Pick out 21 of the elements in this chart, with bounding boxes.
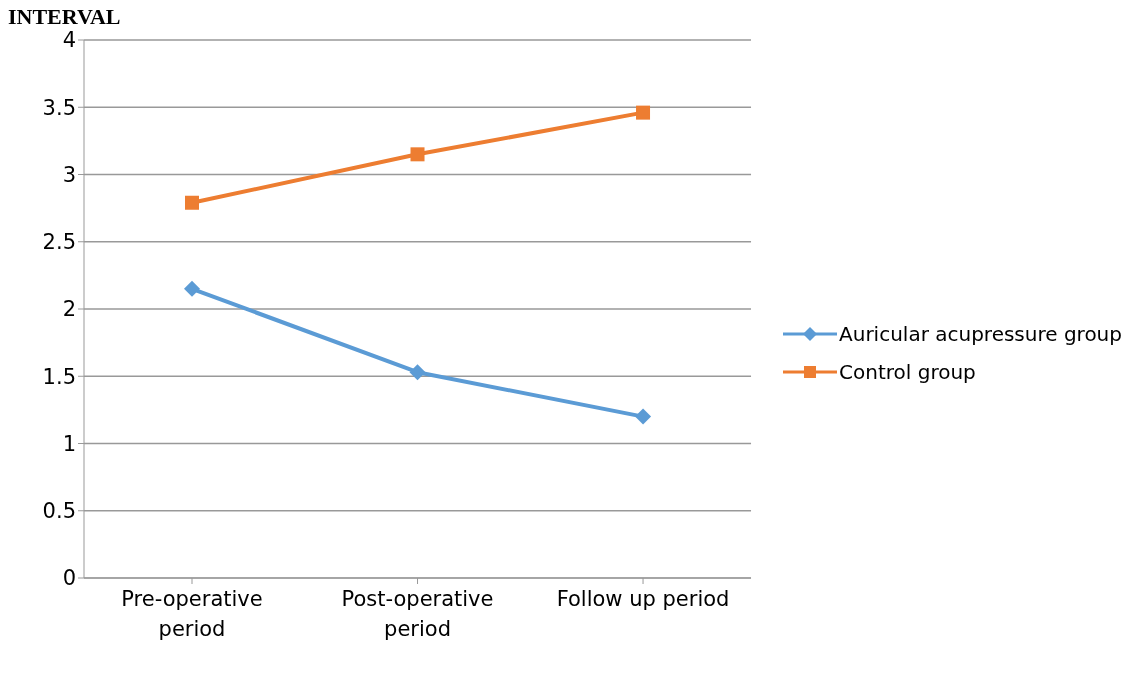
x-tick-label: Post-operative period [341, 587, 494, 641]
x-tick-label: Follow up period [556, 587, 730, 611]
legend-label: Control group [839, 360, 976, 384]
legend-label: Auricular acupressure group [839, 322, 1122, 346]
point [185, 195, 199, 210]
y-tick-label: 3.5 [42, 95, 76, 120]
y-tick-label: 0 [62, 566, 76, 591]
y-tick-label: 2 [62, 297, 76, 322]
x-tick-label: Pre-operative period [121, 587, 263, 641]
y-tick-label: 1.5 [42, 364, 76, 389]
y-tick-label: 4 [62, 28, 76, 53]
point [184, 280, 200, 297]
point [409, 364, 426, 381]
point [635, 408, 652, 425]
point [410, 147, 425, 162]
y-tick-label: 2.5 [42, 230, 76, 255]
y-tick-label: 1 [62, 431, 76, 456]
chart-title: INTERVAL [8, 4, 121, 30]
point [636, 105, 651, 120]
y-tick-label: 3 [62, 162, 76, 187]
y-tick-label: 0.5 [42, 499, 76, 524]
